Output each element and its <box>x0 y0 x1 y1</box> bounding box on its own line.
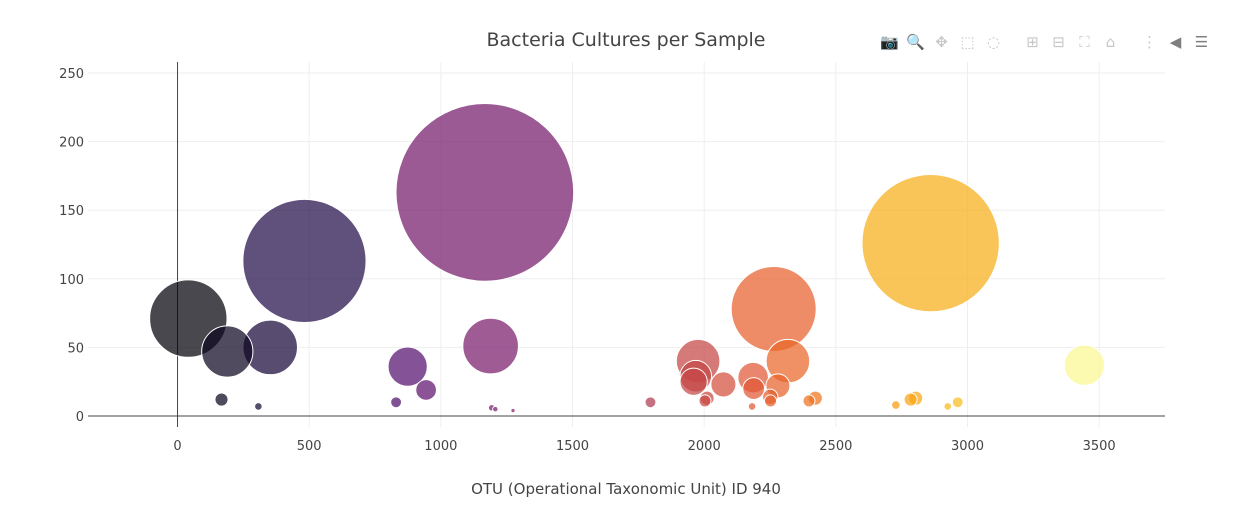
bubble-point[interactable] <box>891 400 901 410</box>
bubble-point[interactable] <box>510 407 516 414</box>
bubble-point[interactable] <box>861 173 1000 313</box>
bubble-point[interactable] <box>415 379 437 401</box>
x-tick-label: 2000 <box>688 439 721 454</box>
bubble-point[interactable] <box>698 394 712 408</box>
y-tick-label: 150 <box>59 204 84 219</box>
chart-title: Bacteria Cultures per Sample <box>487 29 766 51</box>
bubble-point[interactable] <box>1063 344 1106 386</box>
bubble-point[interactable] <box>214 392 229 407</box>
bubble-point[interactable] <box>390 396 403 409</box>
bubble-point[interactable] <box>747 402 757 411</box>
bubble-point[interactable] <box>764 394 778 408</box>
bubble-point[interactable] <box>492 405 499 413</box>
y-tick-label: 250 <box>59 67 84 82</box>
zoom-icon[interactable]: 🔍 <box>906 33 925 51</box>
bubble-point[interactable] <box>730 265 817 353</box>
bubble-point[interactable] <box>802 394 816 408</box>
x-tick-label: 1500 <box>556 439 589 454</box>
bubble-point[interactable] <box>644 396 657 409</box>
bubble-point[interactable] <box>903 392 918 407</box>
y-tick-label: 200 <box>59 136 84 151</box>
bubble-point[interactable] <box>395 103 575 282</box>
bubble-point[interactable] <box>254 402 263 411</box>
y-tick-label: 100 <box>59 273 84 288</box>
autoscale-icon[interactable]: ⛶ <box>1079 33 1090 51</box>
lasso-select-icon[interactable]: ◌ <box>986 33 1001 51</box>
modebar-toolbar: 📷 🔍 ✥ ⬚ ◌ ⊞ ⊟ ⛶ ⌂ ⋮ ◀ ☰ <box>878 32 1213 52</box>
bubble-point[interactable] <box>387 346 428 387</box>
box-select-icon[interactable]: ⬚ <box>960 33 975 51</box>
bubble-point[interactable] <box>951 396 964 409</box>
x-tick-label: 3000 <box>951 439 984 454</box>
x-tick-label: 3500 <box>1083 439 1116 454</box>
y-axis-ticks: 0 50 100 150 200 250 <box>59 67 84 425</box>
zoom-in-icon[interactable]: ⊞ <box>1026 33 1039 51</box>
bubble-series[interactable] <box>149 103 1106 414</box>
bubble-point[interactable] <box>943 402 953 411</box>
bubble-point[interactable] <box>462 317 519 375</box>
bubble-point[interactable] <box>742 377 766 400</box>
x-tick-label: 2500 <box>819 439 852 454</box>
bubble-point[interactable] <box>710 371 737 398</box>
x-axis-label: OTU (Operational Taxonomic Unit) ID 940 <box>471 480 781 498</box>
x-axis-ticks: 0 500 1000 1500 2000 2500 3000 3500 <box>173 439 1115 454</box>
hover-compare-icon[interactable]: ☰ <box>1194 33 1209 51</box>
x-tick-label: 1000 <box>424 439 457 454</box>
bubble-point[interactable] <box>201 325 254 378</box>
zoom-out-icon[interactable]: ⊟ <box>1052 33 1065 51</box>
pan-icon[interactable]: ✥ <box>935 33 948 51</box>
camera-icon[interactable]: 📷 <box>880 33 899 51</box>
spike-lines-icon[interactable]: ⋮ <box>1142 33 1157 51</box>
y-tick-label: 50 <box>67 341 84 356</box>
y-tick-label: 0 <box>76 410 84 425</box>
bubble-point[interactable] <box>242 198 367 324</box>
hover-closest-icon[interactable]: ◀ <box>1169 33 1182 51</box>
x-tick-label: 500 <box>297 439 322 454</box>
bubble-point[interactable] <box>679 367 708 396</box>
axes <box>88 62 1165 427</box>
reset-axes-icon[interactable]: ⌂ <box>1105 33 1116 51</box>
x-tick-label: 0 <box>173 439 181 454</box>
